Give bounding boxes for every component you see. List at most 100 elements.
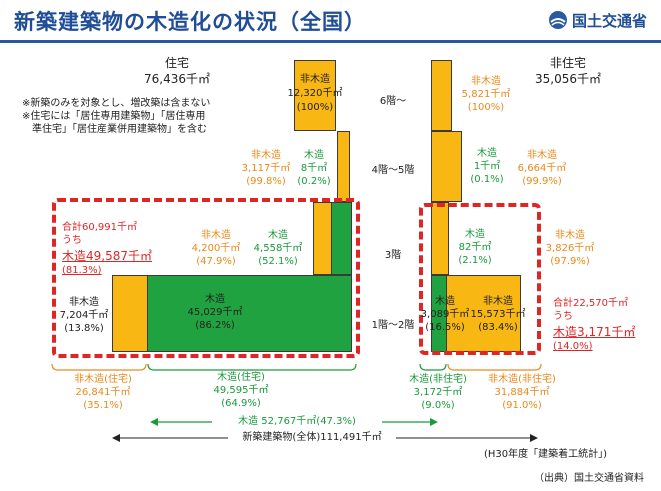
label-nonres-45f-wood-cat: 木造 <box>477 148 497 159</box>
res-summary-pct: (81.3%) <box>62 265 102 276</box>
res-summary-total: 合計60,991千㎡ <box>62 222 137 233</box>
nonresidential-total: 35,056千㎡ <box>535 72 601 86</box>
bar-res-6f-nonwood <box>294 60 336 131</box>
arrow-wood-left-head <box>150 418 158 426</box>
wood-overall-total: 木造 52,767千㎡(47.3%) <box>238 416 356 427</box>
res-wood-total-value: 49,595千㎡ <box>213 385 269 396</box>
label-res-12f-nonwood-cat: 非木造 <box>69 297 99 308</box>
label-nonres-12f-nonwood-value: 15,573千㎡ <box>470 309 526 320</box>
nonres-nonwood-total-value: 31,884千㎡ <box>494 387 550 398</box>
label-nonres-6f-cat: 非木造 <box>471 76 501 87</box>
source-survey: (H30年度「建築着工統計」) <box>484 449 608 460</box>
res-highlight-frame <box>52 198 360 358</box>
label-nonres-45f-nonwood-pct: (99.9%) <box>522 176 562 187</box>
bar-nonres-45f-nonwood <box>431 131 462 202</box>
title-bar: 新築建築物の木造化の状況（全国） 国土交通省 <box>0 0 661 43</box>
label-res-6f-cat: 非木造 <box>300 74 330 85</box>
all-buildings-total: 新築建築物(全体)111,491千㎡ <box>242 432 382 443</box>
residential-label: 住宅 <box>164 56 189 70</box>
label-res-3f-wood-pct: (52.1%) <box>258 256 298 267</box>
label-res-45f-nonwood-cat: 非木造 <box>251 150 281 161</box>
source-credit: （出典）国土交通省資料 <box>534 473 644 484</box>
label-nonres-45f-wood-pct: (0.1%) <box>470 174 504 185</box>
nonres-nonwood-total-label: 非木造(非住宅) <box>488 374 556 385</box>
label-nonres-12f-wood-cat: 木造 <box>435 296 455 307</box>
label-nonres-45f-nonwood-cat: 非木造 <box>527 150 557 161</box>
bar-nonres-6f-nonwood <box>431 60 452 131</box>
arrow-wood-right-head <box>430 418 438 426</box>
res-nonwood-total-label: 非木造(住宅) <box>74 374 132 385</box>
label-nonres-3f-nonwood-pct: (97.9%) <box>550 256 590 267</box>
bracket-nonres-wood <box>419 363 447 371</box>
nonres-summary-of: うち <box>553 311 573 322</box>
nonres-wood-total-value: 3,172千㎡ <box>413 387 463 398</box>
bar-nonres-12f-nonwood <box>446 275 521 352</box>
bracket-res-wood <box>147 363 357 371</box>
res-wood-total-label: 木造(住宅) <box>217 372 265 383</box>
label-res-45f-wood-cat: 木造 <box>304 150 324 161</box>
note-line-3: 準住宅」「居住産業併用建築物」を含む <box>32 124 207 135</box>
floor-label-12f: 1階～2階 <box>371 320 415 331</box>
res-wood-total-pct: (64.9%) <box>221 398 261 409</box>
res-summary-wood: 木造49,587千㎡ <box>62 249 152 263</box>
res-nonwood-total-pct: (35.1%) <box>83 400 123 411</box>
bar-res-3f-wood <box>331 202 352 275</box>
label-nonres-3f-wood-cat: 木造 <box>465 229 485 240</box>
label-nonres-12f-nonwood-pct: (83.4%) <box>478 322 518 333</box>
label-nonres-3f-nonwood-value: 3,826千㎡ <box>545 243 595 254</box>
label-nonres-12f-nonwood-cat: 非木造 <box>483 296 513 307</box>
residential-total: 76,436千㎡ <box>144 72 210 86</box>
bar-nonres-3f-nonwood <box>431 202 449 275</box>
label-res-3f-nonwood-pct: (47.9%) <box>196 256 236 267</box>
res-nonwood-total-value: 26,841千㎡ <box>75 387 131 398</box>
label-nonres-6f-pct: (100%) <box>467 102 505 113</box>
label-res-3f-nonwood-value: 4,200千㎡ <box>191 243 241 254</box>
label-nonres-3f-wood-pct: (2.1%) <box>458 255 492 266</box>
label-res-45f-wood-pct: (0.2%) <box>297 176 331 187</box>
floor-label-3f: 3階 <box>384 250 402 261</box>
label-res-45f-wood-value: 8千㎡ <box>300 163 328 174</box>
nonres-summary-pct: (14.0%) <box>553 341 593 352</box>
label-res-3f-nonwood-cat: 非木造 <box>201 230 231 241</box>
nonres-highlight-frame <box>419 203 541 355</box>
label-res-12f-nonwood-value: 7,204千㎡ <box>59 310 109 321</box>
label-res-3f-wood-cat: 木造 <box>268 230 288 241</box>
nonres-wood-total-pct: (9.0%) <box>421 400 455 411</box>
label-nonres-45f-nonwood-value: 6,664千㎡ <box>517 163 567 174</box>
nonres-summary-wood: 木造3,171千㎡ <box>553 325 636 339</box>
label-nonres-45f-wood-value: 1千㎡ <box>473 161 501 172</box>
floor-label-45f: 4階～5階 <box>371 165 415 176</box>
page-title: 新築建築物の木造化の状況（全国） <box>14 10 366 34</box>
bar-res-12f-nonwood <box>112 275 148 352</box>
ministry-emblem-icon <box>549 11 567 29</box>
bar-res-12f-wood <box>147 275 352 352</box>
label-nonres-3f-nonwood-cat: 非木造 <box>555 230 585 241</box>
nonres-wood-total-label: 木造(非住宅) <box>409 374 467 385</box>
nonres-summary-total: 合計22,570千㎡ <box>553 298 628 309</box>
nonresidential-label: 非住宅 <box>549 56 586 70</box>
ministry-name: 国土交通省 <box>572 12 648 30</box>
label-res-12f-nonwood-pct: (13.8%) <box>64 323 104 334</box>
label-res-3f-wood-value: 4,558千㎡ <box>253 243 303 254</box>
note-line-2: ※住宅には「居住専用建築物」「居住専用 <box>22 111 206 122</box>
bracket-nonres-nonwood <box>447 363 542 371</box>
label-nonres-6f-value: 5,821千㎡ <box>461 89 511 100</box>
label-nonres-3f-wood-value: 82千㎡ <box>458 242 492 253</box>
nonres-nonwood-total-pct: (91.0%) <box>502 400 542 411</box>
label-res-12f-wood-pct: (86.2%) <box>195 320 235 331</box>
bracket-res-nonwood <box>51 363 147 371</box>
arrow-total-right-head <box>530 434 538 442</box>
label-res-45f-nonwood-value: 3,117千㎡ <box>241 163 291 174</box>
label-nonres-12f-wood-value: 3,089千㎡ <box>420 309 470 320</box>
label-res-6f-pct: (100%) <box>296 102 334 113</box>
note-line-1: ※新築のみを対象とし、増改築は含まない <box>22 98 211 109</box>
floor-label-6f: 6階～ <box>379 96 407 107</box>
label-res-45f-nonwood-pct: (99.8%) <box>246 176 286 187</box>
label-res-12f-wood-cat: 木造 <box>205 294 225 305</box>
res-summary-of: うち <box>62 235 82 246</box>
label-res-6f-value: 12,320千㎡ <box>287 88 343 99</box>
label-nonres-12f-wood-pct: (16.5%) <box>425 322 465 333</box>
arrow-total-left-head <box>112 434 120 442</box>
label-res-12f-wood-value: 45,029千㎡ <box>187 307 243 318</box>
